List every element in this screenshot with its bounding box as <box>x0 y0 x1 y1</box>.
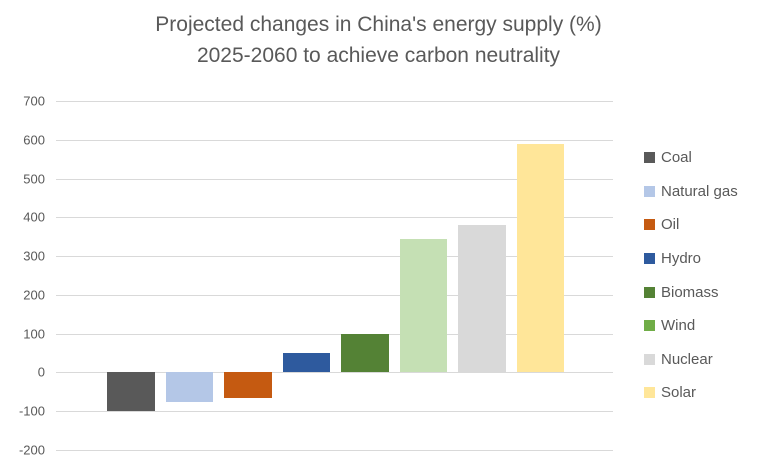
gridline <box>56 372 613 374</box>
gridline <box>56 450 613 451</box>
legend-swatch <box>644 286 655 298</box>
legend-label: Natural gas <box>661 182 738 200</box>
y-tick-label: 100 <box>23 326 45 342</box>
legend-label: Hydro <box>661 250 702 268</box>
gridline <box>56 178 613 180</box>
gridline <box>56 294 613 296</box>
gridline <box>56 333 613 335</box>
y-tick-label: 400 <box>23 209 45 225</box>
chart-title-line1: Projected changes in China's energy supp… <box>155 13 602 36</box>
y-tick-label: 500 <box>23 171 45 187</box>
legend-item-biomass: Biomass <box>644 275 738 309</box>
legend-item-natural-gas: Natural gas <box>644 175 738 209</box>
bar-oil <box>224 372 272 399</box>
gridline <box>56 411 613 413</box>
legend-item-coal: Coal <box>644 141 738 175</box>
bar-nuclear <box>458 225 506 373</box>
legend-label: Nuclear <box>661 350 713 368</box>
chart-title-line2: 2025-2060 to achieve carbon neutrality <box>196 44 561 67</box>
legend-swatch <box>644 219 655 231</box>
y-tick-label: 600 <box>23 132 45 148</box>
chart-title: Projected changes in China's energy supp… <box>0 9 757 71</box>
bar-hydro <box>282 353 330 373</box>
gridline <box>56 101 613 102</box>
legend-swatch <box>644 152 655 164</box>
bar-wind <box>399 239 447 373</box>
y-tick-label: 300 <box>23 248 45 264</box>
bar-coal <box>107 372 155 412</box>
bar-biomass <box>341 333 389 373</box>
y-tick-label: 200 <box>23 287 45 303</box>
legend-item-wind: Wind <box>644 309 738 343</box>
legend-swatch <box>644 185 655 197</box>
legend-label: Biomass <box>661 283 719 301</box>
legend-swatch <box>644 387 655 399</box>
legend-swatch <box>644 320 655 332</box>
legend-swatch <box>644 353 655 365</box>
bar-natural-gas <box>165 372 213 402</box>
legend-label: Oil <box>661 216 680 234</box>
legend-label: Solar <box>661 384 697 402</box>
gridline <box>56 139 613 141</box>
bar-solar <box>516 144 564 373</box>
legend-item-hydro: Hydro <box>644 242 738 276</box>
gridline <box>56 256 613 258</box>
legend-label: Wind <box>661 317 696 335</box>
plot-area: 700 600 500 400 300 200 100 0 -100 -200 <box>19 94 613 458</box>
y-tick-label: 700 <box>23 93 45 109</box>
legend: Coal Natural gas Oil Hydro Biomass Wind Nuclea… <box>644 141 738 410</box>
y-tick-label: -200 <box>18 442 45 458</box>
legend-item-solar: Solar <box>644 376 738 410</box>
y-tick-label: -100 <box>18 403 45 419</box>
legend-item-oil: Oil <box>644 208 738 242</box>
y-tick-label: 0 <box>37 364 45 380</box>
gridline <box>56 217 613 219</box>
legend-label: Coal <box>661 149 692 167</box>
legend-swatch <box>644 253 655 265</box>
legend-item-nuclear: Nuclear <box>644 343 738 377</box>
